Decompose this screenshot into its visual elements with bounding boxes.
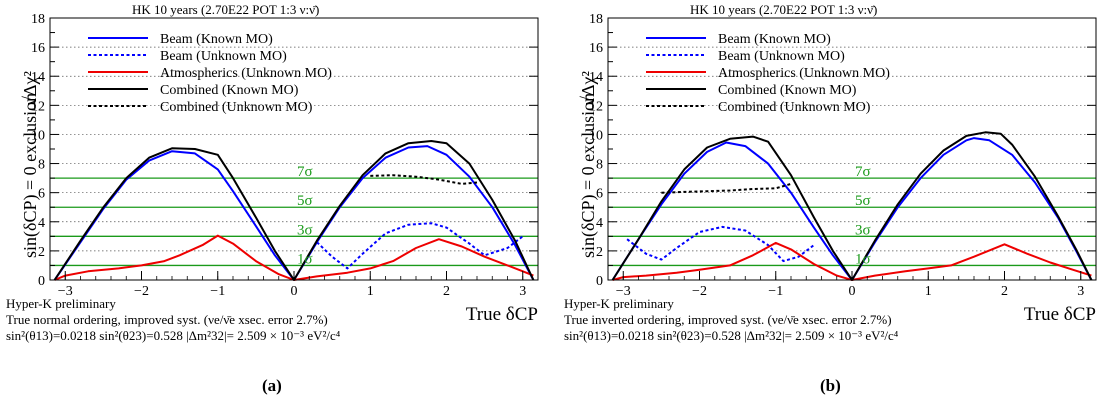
sigma-label-a-2: 5σ	[297, 193, 313, 209]
legend-label-b-3: Combined (Known MO)	[718, 83, 857, 98]
y-tick-label-a-5: 10	[31, 128, 45, 143]
y-axis-unit-a: √Δχ²	[20, 71, 40, 106]
note-a-1: True normal ordering, improved syst. (νe…	[6, 312, 328, 327]
note-b-2: sin²(θ13)=0.0218 sin²(θ23)=0.528 |Δm²32|…	[564, 328, 899, 343]
note-b-0: Hyper-K preliminary	[564, 296, 674, 311]
plot-frame-b	[607, 17, 1097, 281]
sigma-label-a-0: 1σ	[297, 251, 313, 267]
sigma-label-b-3: 7σ	[855, 164, 871, 180]
series-line-a-0	[53, 145, 535, 281]
x-tick-label-a-2: −1	[210, 284, 225, 299]
chart-panel-b: 1σ 3σ 5σ 7σ 0 2 4 6 8 10 12 14 16 18 −3 −2 −1 0 1 2 3 Beam (K…	[558, 0, 1101, 403]
chart-title-b: HK 10 years (2.70E22 POT 1:3 ν:ν̄)	[690, 2, 877, 17]
x-tick-label-a-3: 0	[291, 284, 298, 299]
x-tick-label-b-3: 0	[849, 284, 856, 299]
series-line-b-4	[661, 182, 792, 194]
y-tick-label-a-2: 4	[38, 216, 45, 231]
x-tick-label-a-0: −3	[58, 284, 73, 299]
legend-label-a-1: Beam (Unknown MO)	[160, 49, 287, 64]
y-tick-label-b-3: 6	[596, 187, 603, 202]
y-tick-label-a-0: 0	[38, 274, 45, 289]
legend-label-b-0: Beam (Known MO)	[718, 32, 831, 47]
x-tick-label-a-6: 3	[519, 284, 526, 299]
y-tick-label-a-6: 12	[31, 99, 45, 114]
legend-label-a-3: Combined (Known MO)	[160, 83, 299, 98]
y-tick-label-b-0: 0	[596, 274, 603, 289]
y-tick-label-b-2: 4	[596, 216, 603, 231]
y-tick-label-a-7: 14	[31, 70, 45, 85]
sigma-label-a-3: 7σ	[297, 164, 313, 180]
series-line-b-2	[612, 241, 1092, 281]
legend-label-a-0: Beam (Known MO)	[160, 32, 273, 47]
sigma-label-b-1: 3σ	[855, 222, 871, 238]
y-tick-label-b-4: 8	[596, 158, 603, 173]
y-tick-label-a-8: 16	[31, 41, 45, 56]
note-a-0: Hyper-K preliminary	[6, 296, 116, 311]
x-axis-label-a: True δCP	[466, 304, 538, 325]
x-tick-label-a-4: 1	[367, 284, 374, 299]
sigma-label-b-2: 5σ	[855, 193, 871, 209]
series-line-a-4	[370, 174, 478, 185]
note-b-1: True inverted ordering, improved syst. (…	[564, 312, 892, 327]
y-axis-label-b: sin(δCP) = 0 exclusion	[578, 93, 599, 258]
series-line-b-1	[626, 225, 815, 263]
x-tick-label-b-1: −2	[692, 284, 707, 299]
x-axis-label-b: True δCP	[1024, 304, 1096, 325]
series-line-a-2	[54, 234, 534, 281]
y-tick-label-b-8: 16	[589, 41, 603, 56]
y-tick-label-b-6: 12	[589, 99, 603, 114]
x-tick-label-a-1: −2	[134, 284, 149, 299]
y-tick-label-a-3: 6	[38, 187, 45, 202]
x-tick-label-b-6: 3	[1077, 284, 1084, 299]
note-a-2: sin²(θ13)=0.0218 sin²(θ23)=0.528 |Δm²32|…	[6, 328, 341, 343]
y-tick-label-a-1: 2	[38, 245, 45, 260]
y-tick-label-a-4: 8	[38, 158, 45, 173]
legend-label-a-2: Atmospherics (Unknown MO)	[160, 66, 332, 81]
y-tick-label-b-9: 18	[589, 12, 603, 27]
panel-label-a: (a)	[262, 376, 282, 395]
legend-label-b-4: Combined (Unknown MO)	[718, 100, 871, 115]
x-tick-label-a-5: 2	[443, 284, 450, 299]
y-tick-label-b-7: 14	[589, 70, 603, 85]
y-tick-label-b-5: 10	[589, 128, 603, 143]
y-axis-label-a: sin(δCP) = 0 exclusion	[20, 93, 41, 258]
series-line-b-3	[611, 131, 1093, 281]
y-axis-unit-b: √Δχ²	[578, 71, 598, 106]
legend-label-b-1: Beam (Unknown MO)	[718, 49, 845, 64]
x-tick-label-b-4: 1	[925, 284, 932, 299]
x-tick-label-b-2: −1	[768, 284, 783, 299]
series-line-b-0	[611, 137, 1093, 281]
y-tick-label-a-9: 18	[31, 12, 45, 27]
panel-label-b: (b)	[820, 376, 841, 395]
series-line-a-3	[53, 140, 535, 281]
legend-label-a-4: Combined (Unknown MO)	[160, 100, 313, 115]
sigma-label-b-0: 1σ	[855, 251, 871, 267]
y-tick-label-b-1: 2	[596, 245, 603, 260]
sigma-label-a-1: 3σ	[297, 222, 313, 238]
series-line-a-1	[316, 222, 524, 270]
chart-panel-a: 1σ 3σ 5σ 7σ 0 2 4 6 8 10 12 14 16 18 −3 −2 −1 0 1 2 3 Beam (K…	[6, 2, 539, 395]
x-tick-label-b-0: −3	[616, 284, 631, 299]
chart-title-a: HK 10 years (2.70E22 POT 1:3 ν:ν̄)	[132, 2, 319, 17]
x-tick-label-b-5: 2	[1001, 284, 1008, 299]
legend-label-b-2: Atmospherics (Unknown MO)	[718, 66, 890, 81]
